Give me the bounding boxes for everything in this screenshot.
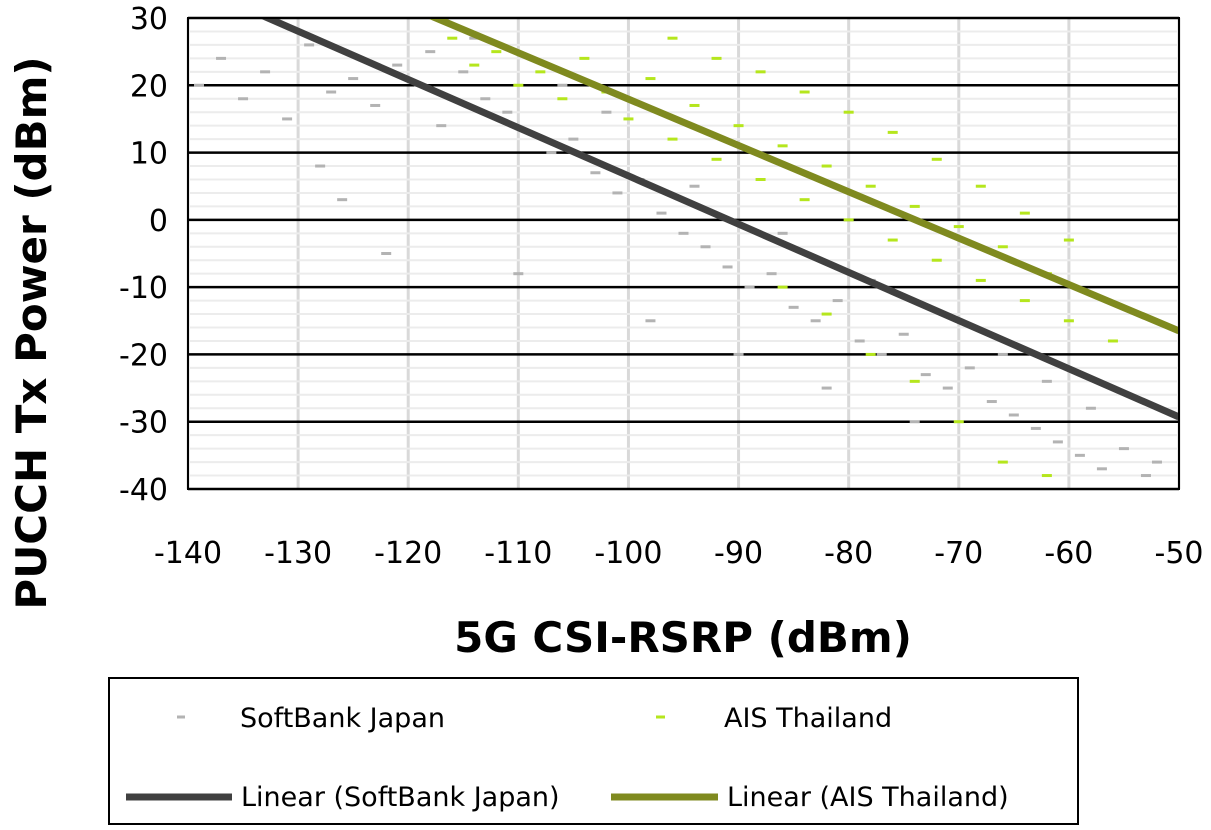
legend-label-softbank: SoftBank Japan	[240, 703, 445, 734]
softbank-trendline	[259, 18, 1179, 421]
y-tick-label: -10	[119, 271, 168, 306]
y-axis-title: PUCCH Tx Power (dBm)	[7, 56, 56, 609]
legend-label-softbank-linear: Linear (SoftBank Japan)	[241, 782, 560, 813]
x-tick-label: -70	[934, 536, 983, 571]
x-axis-title: 5G CSI-RSRP (dBm)	[454, 613, 912, 662]
legend-box	[108, 677, 1079, 825]
y-tick-label: -20	[119, 338, 168, 373]
x-tick-label: -140	[154, 536, 222, 571]
x-tick-label: -90	[714, 536, 763, 571]
legend-label-ais-linear: Linear (AIS Thailand)	[727, 782, 1009, 813]
y-tick-label: -40	[119, 473, 168, 508]
x-tick-label: -120	[374, 536, 442, 571]
x-tick-label: -110	[484, 536, 552, 571]
y-tick-label: -30	[119, 406, 168, 441]
legend-label-ais: AIS Thailand	[724, 703, 892, 734]
y-tick-label: 30	[130, 2, 168, 37]
x-tick-label: -100	[594, 536, 662, 571]
legend: SoftBank Japan AIS Thailand Linear (Soft…	[108, 677, 1079, 825]
x-tick-labels: -140 -130 -120 -110 -100 -90 -80 -70 -60 -50	[154, 536, 1204, 571]
x-tick-label: -50	[1155, 536, 1204, 571]
plot-area-border	[187, 17, 1180, 490]
y-tick-labels: 30 20 10 0 -10 -20 -30 -40	[119, 2, 168, 508]
x-tick-label: -80	[824, 536, 873, 571]
trend-lines	[259, 18, 1179, 421]
x-tick-label: -130	[264, 536, 332, 571]
gridlines	[186, 16, 1181, 491]
y-tick-label: 20	[130, 69, 168, 104]
y-tick-label: 0	[149, 204, 168, 239]
x-tick-label: -60	[1044, 536, 1093, 571]
scatter-points	[194, 36, 1162, 478]
y-tick-label: 10	[130, 137, 168, 172]
ais-trendline	[426, 18, 1179, 335]
